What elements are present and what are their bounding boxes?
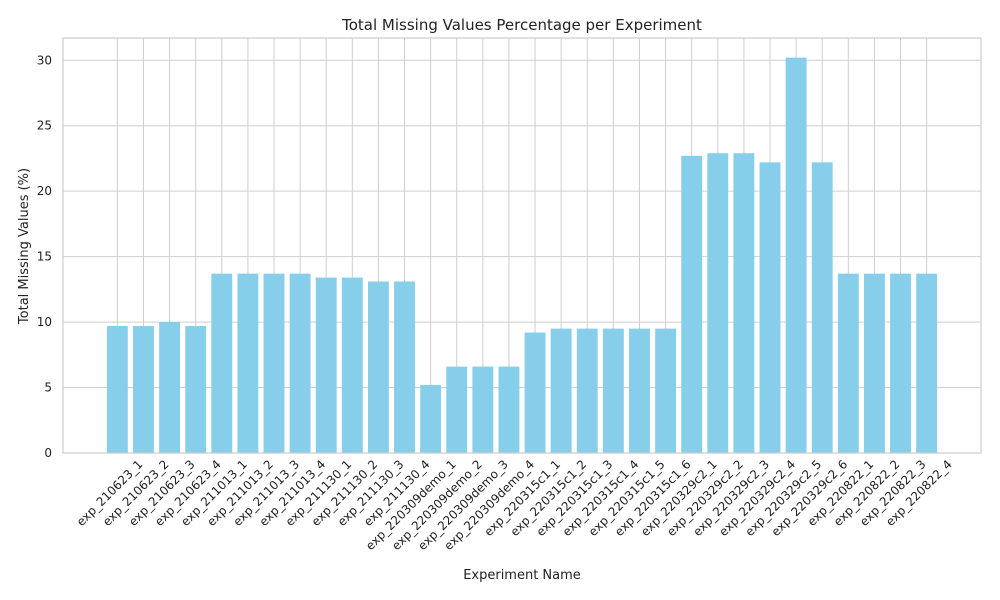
y-tick-label: 25	[37, 119, 52, 133]
bar-exp_220315c1_5	[629, 328, 650, 453]
x-axis-ticks: exp_210623_1exp_210623_2exp_210623_3exp_…	[74, 457, 955, 553]
bar-exp_211130_3	[367, 281, 389, 453]
bar-exp_220822_3	[890, 273, 911, 453]
bar-exp_210623_4	[185, 326, 207, 453]
bar-exp_220315c1_6	[655, 328, 677, 453]
bar-exp_220329c2_6	[811, 162, 833, 453]
bar-exp_220822_1	[837, 273, 859, 453]
bar-exp_210623_3	[159, 322, 181, 453]
bar-exp_211130_4	[394, 281, 415, 453]
bar-exp_220309demo_3	[472, 366, 494, 453]
y-axis-ticks: 0 5 10 15 20 25 30	[37, 53, 52, 460]
bar-exp_211013_3	[263, 273, 285, 453]
bar-exp_220329c2_4	[759, 162, 781, 453]
y-axis-label: Total Missing Values (%)	[17, 168, 32, 325]
bar-exp_220329c2_5	[785, 57, 807, 454]
bar-exp_211013_2	[237, 273, 259, 453]
y-tick-label: 30	[37, 53, 52, 67]
bar-exp_211013_1	[211, 273, 233, 453]
bar-exp_220309demo_2	[446, 366, 468, 453]
bar-exp_220329c2_2	[707, 153, 729, 453]
bar-exp_210623_1	[106, 326, 128, 453]
bar-exp_220309demo_1	[420, 384, 442, 453]
bar-exp_220822_4	[916, 273, 938, 453]
y-tick-label: 20	[37, 184, 52, 198]
bar-exp_220309demo_4	[498, 366, 520, 453]
bar-exp_211130_1	[315, 277, 337, 453]
bar-exp_220329c2_3	[733, 153, 755, 453]
bar-exp_210623_2	[133, 326, 154, 453]
y-tick-label: 15	[37, 250, 52, 264]
bars	[106, 57, 938, 454]
bar-exp_220315c1_3	[576, 328, 598, 453]
bar-exp_220329c2_1	[681, 155, 703, 453]
plot-frame	[62, 37, 982, 454]
bar-exp_220315c1_2	[550, 328, 572, 453]
bar-exp_220315c1_1	[524, 332, 546, 453]
bar-exp_220315c1_4	[602, 328, 624, 453]
bar-exp_220822_2	[863, 273, 885, 453]
bar-exp_211013_4	[289, 273, 311, 453]
chart-title: Total Missing Values Percentage per Expe…	[341, 16, 702, 34]
bar-exp_211130_2	[341, 277, 363, 453]
x-axis-label: Experiment Name	[463, 568, 581, 583]
y-tick-label: 5	[44, 381, 52, 395]
y-tick-label: 0	[44, 446, 52, 460]
y-tick-label: 10	[37, 315, 52, 329]
